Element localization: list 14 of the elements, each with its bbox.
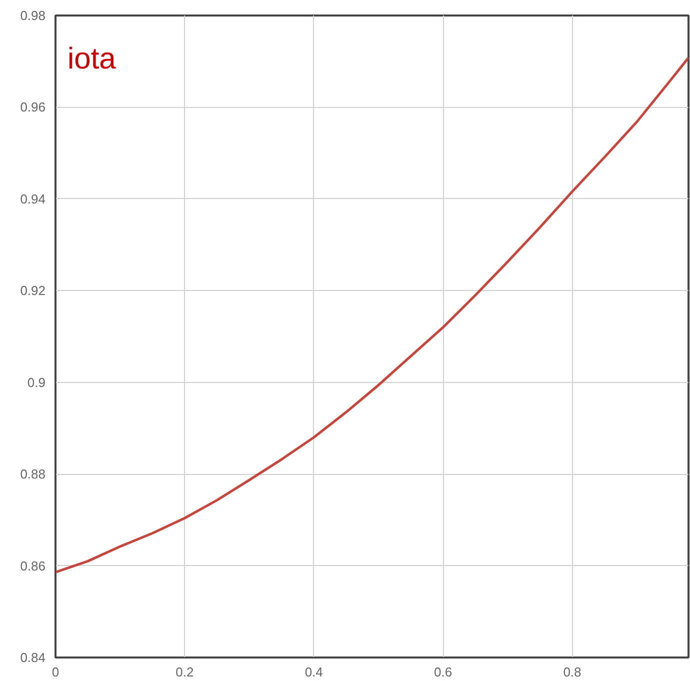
y-tick-label: 0.86 — [20, 558, 46, 574]
x-tick-label: 0.2 — [176, 664, 194, 680]
y-tick-label: 0.94 — [20, 191, 46, 206]
y-tick-label: 0.96 — [20, 100, 46, 115]
y-tick-label: 0.88 — [20, 466, 46, 482]
y-tick-label: 0.9 — [27, 374, 46, 390]
y-tick-label: 0.98 — [20, 8, 46, 23]
y-tick-label: 0.84 — [20, 650, 46, 665]
x-tick-label: 0.8 — [563, 664, 582, 680]
y-tick-label: 0.92 — [20, 283, 46, 298]
x-tick-label: 0.6 — [434, 664, 452, 680]
x-tick-label: 0 — [52, 664, 60, 680]
text: iota — [68, 42, 116, 76]
x-tick-label: 0.4 — [304, 664, 323, 680]
